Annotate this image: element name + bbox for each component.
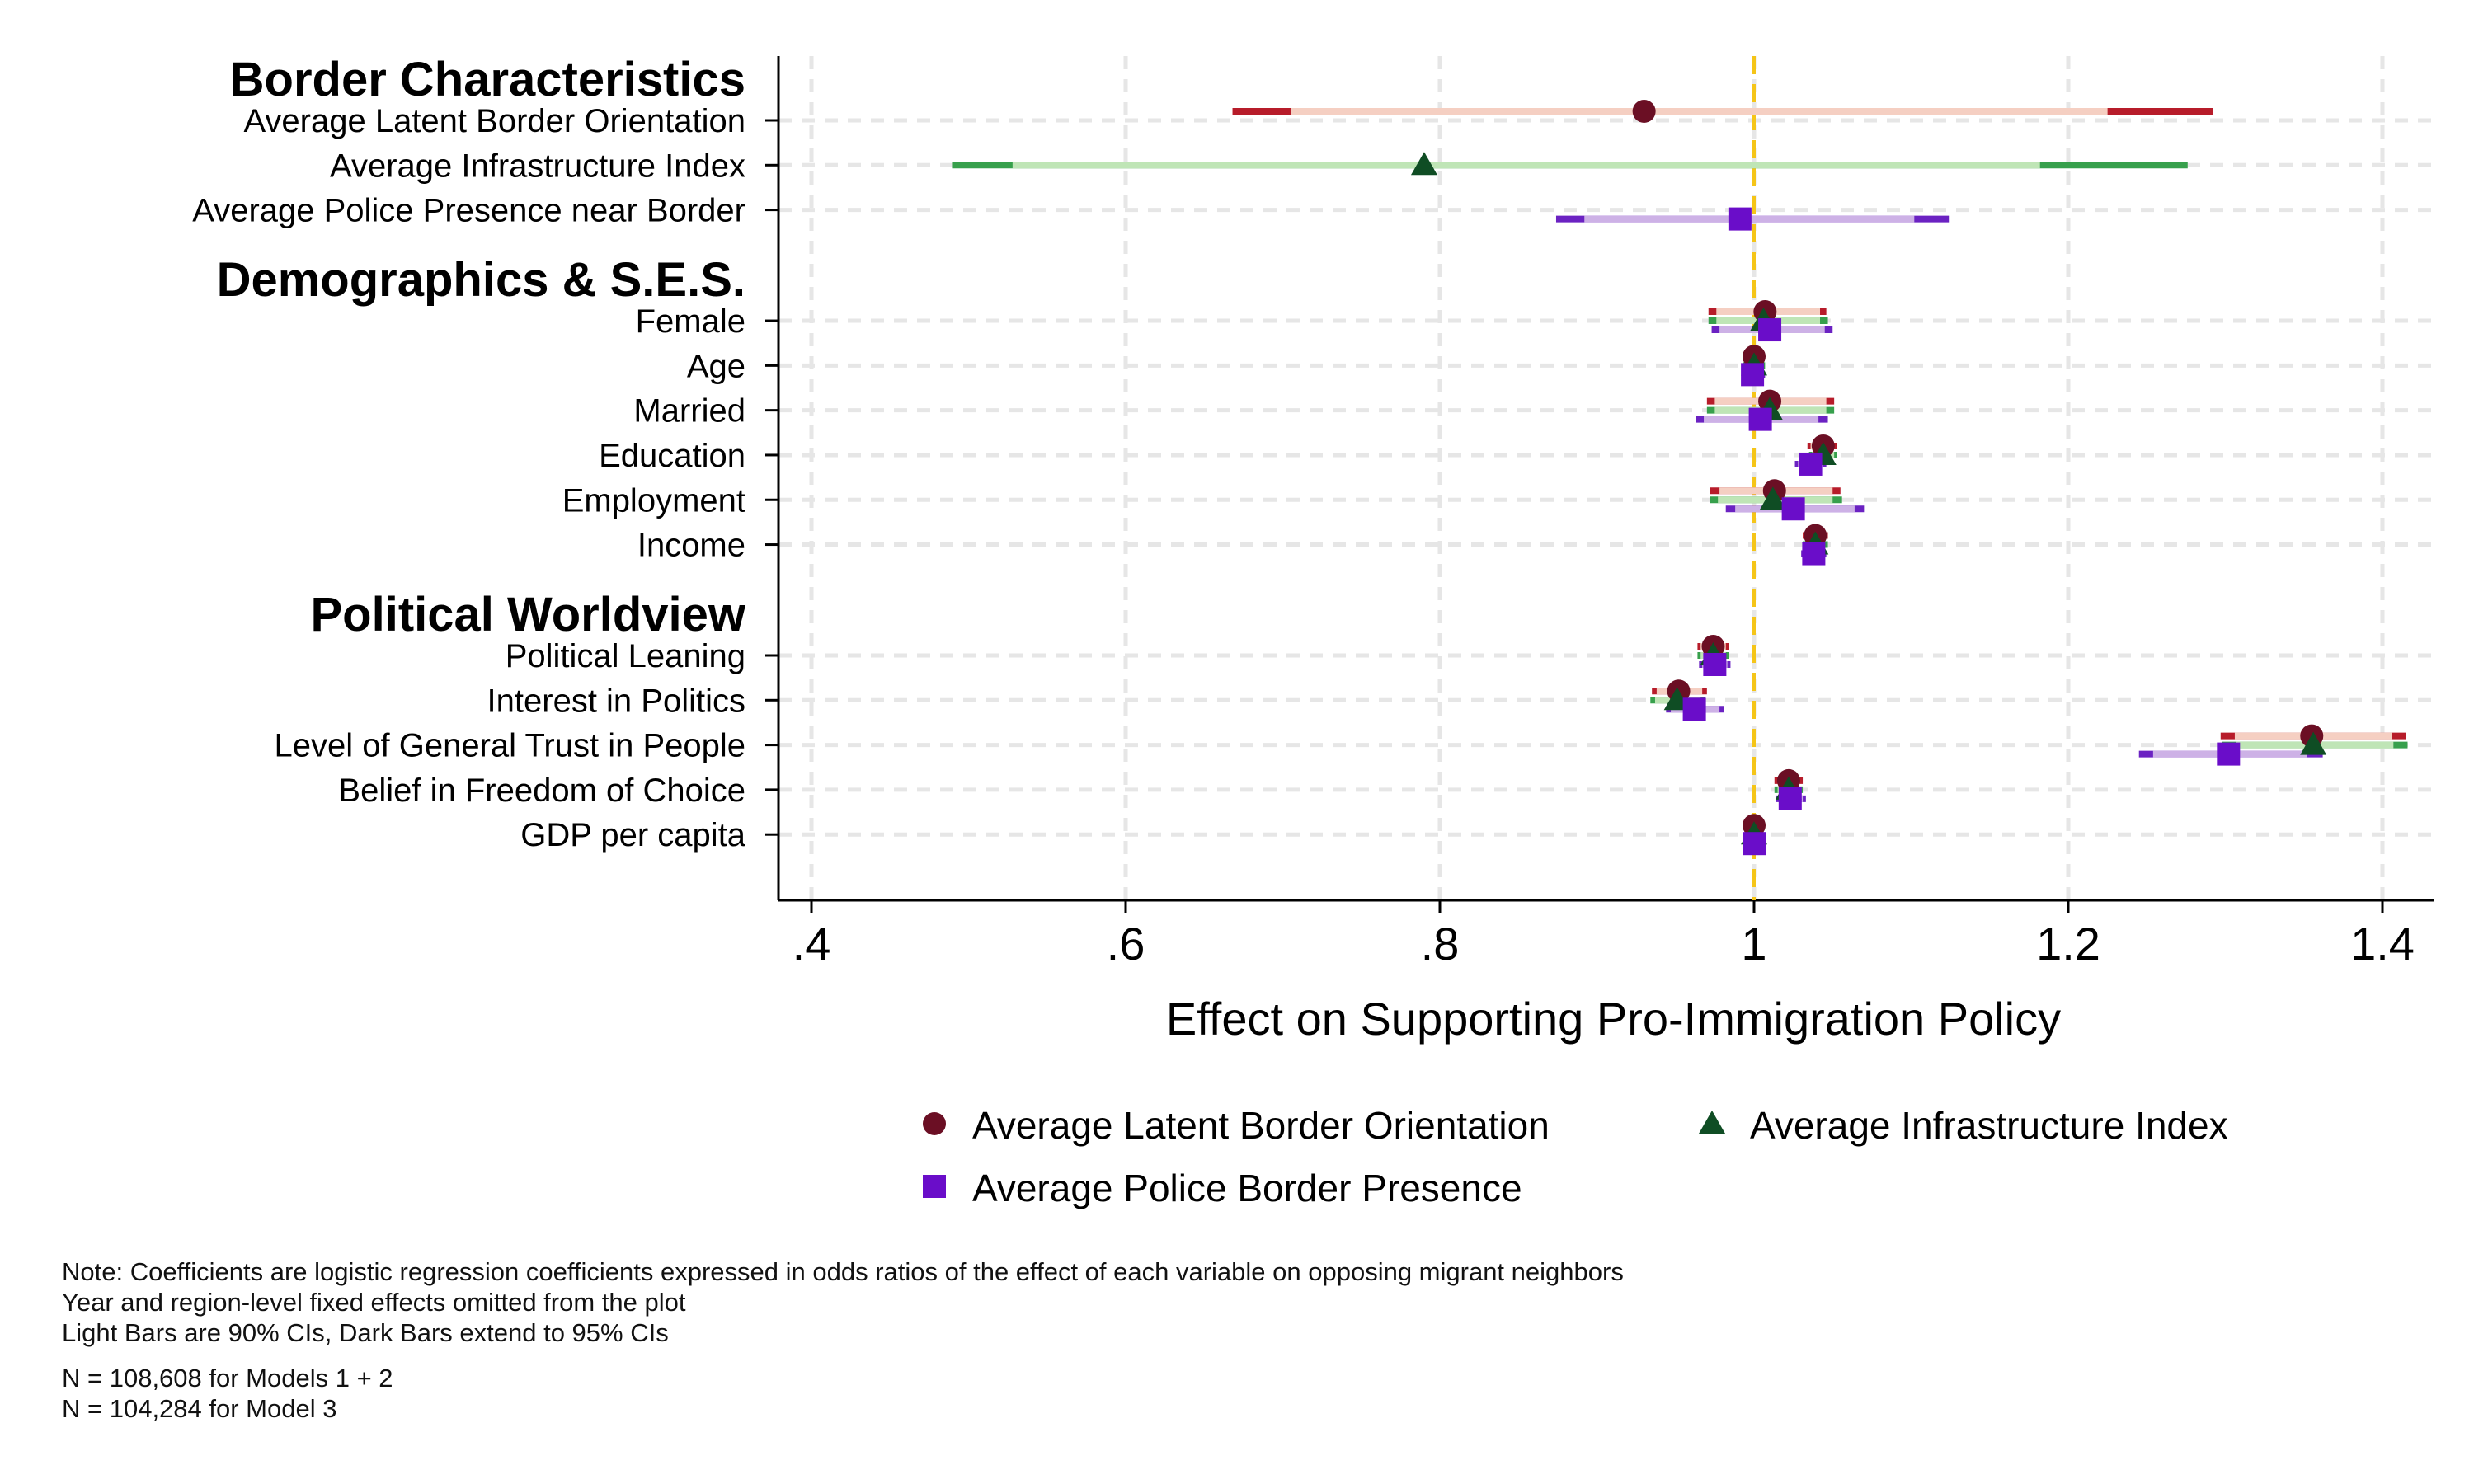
- y-labels: Border Characteristics Demographics & S.E…: [192, 53, 746, 853]
- sample-size-line: N = 108,608 for Models 1 + 2: [62, 1364, 393, 1392]
- police-point: [1748, 407, 1772, 431]
- y-tick-label: Level of General Trust in People: [275, 728, 745, 764]
- latent-point: [1632, 100, 1656, 123]
- legend: Average Latent Border Orientation Average…: [923, 1104, 2228, 1209]
- police-point: [1778, 787, 1802, 810]
- y-tick-label: Belief in Freedom of Choice: [338, 773, 745, 809]
- y-tick-label: Political Leaning: [506, 638, 745, 674]
- group-title: Demographics & S.E.S.: [217, 253, 745, 307]
- note-line: Note: Coefficients are logistic regressi…: [62, 1257, 1624, 1286]
- y-tick-label: Average Infrastructure Index: [330, 148, 745, 184]
- y-tick-label: Female: [636, 303, 745, 340]
- note-line: Year and region-level fixed effects omit…: [62, 1288, 686, 1317]
- police-point: [1728, 207, 1752, 231]
- axes: .4 .6 .8 1 1.2 1.4 Effect on Supporting Pro-Im…: [765, 56, 2434, 1045]
- legend-latent-label: Average Latent Border Orientation: [972, 1104, 1550, 1147]
- infra-point: [2300, 731, 2327, 755]
- y-tick-label: Income: [637, 528, 745, 564]
- y-tick-label: Age: [687, 348, 745, 384]
- y-tick-label: Average Latent Border Orientation: [243, 103, 745, 139]
- police-point: [1703, 653, 1727, 676]
- police-point: [1799, 452, 1823, 476]
- y-tick-label: Interest in Politics: [487, 683, 745, 719]
- y-tick-label: Married: [633, 393, 745, 430]
- x-tick-label: 1.2: [2036, 918, 2100, 970]
- police-point: [1743, 832, 1766, 856]
- police-point: [1802, 542, 1826, 566]
- police-point: [2217, 742, 2241, 766]
- x-tick-label: .8: [1421, 918, 1460, 970]
- infra-point: [1410, 152, 1437, 176]
- legend-police-marker: [923, 1175, 946, 1198]
- y-tick-label: Employment: [562, 482, 745, 519]
- x-tick-label: .4: [793, 918, 831, 970]
- y-tick-label: Average Police Presence near Border: [192, 193, 745, 229]
- police-point: [1682, 697, 1706, 721]
- sample-size-line: N = 104,284 for Model 3: [62, 1394, 337, 1423]
- legend-latent-marker: [923, 1112, 946, 1135]
- police-point: [1758, 318, 1782, 342]
- note-line: Light Bars are 90% CIs, Dark Bars extend…: [62, 1318, 669, 1347]
- y-tick-label: Education: [599, 438, 745, 474]
- x-tick-label: .6: [1107, 918, 1145, 970]
- x-tick-label: 1: [1741, 918, 1766, 970]
- point-estimates: [1410, 100, 2327, 856]
- x-tick-label: 1.4: [2350, 918, 2415, 970]
- coefficient-plot: Border Characteristics Demographics & S.E…: [192, 53, 2434, 1209]
- y-tick-label: GDP per capita: [520, 817, 745, 853]
- grid-layer: [778, 56, 2434, 900]
- notes-block: Note: Coefficients are logistic regressi…: [62, 1256, 1624, 1424]
- legend-infra-label: Average Infrastructure Index: [1750, 1104, 2228, 1147]
- police-point: [1781, 497, 1805, 521]
- legend-infra-marker: [1699, 1111, 1725, 1134]
- infra-point: [1759, 486, 1786, 510]
- legend-police-label: Average Police Border Presence: [972, 1167, 1522, 1209]
- confidence-intervals: [952, 108, 2408, 848]
- group-title: Border Characteristics: [230, 53, 745, 106]
- group-title: Political Worldview: [311, 588, 746, 641]
- x-axis-title: Effect on Supporting Pro-Immigration Pol…: [1166, 993, 2061, 1045]
- police-point: [1741, 363, 1765, 387]
